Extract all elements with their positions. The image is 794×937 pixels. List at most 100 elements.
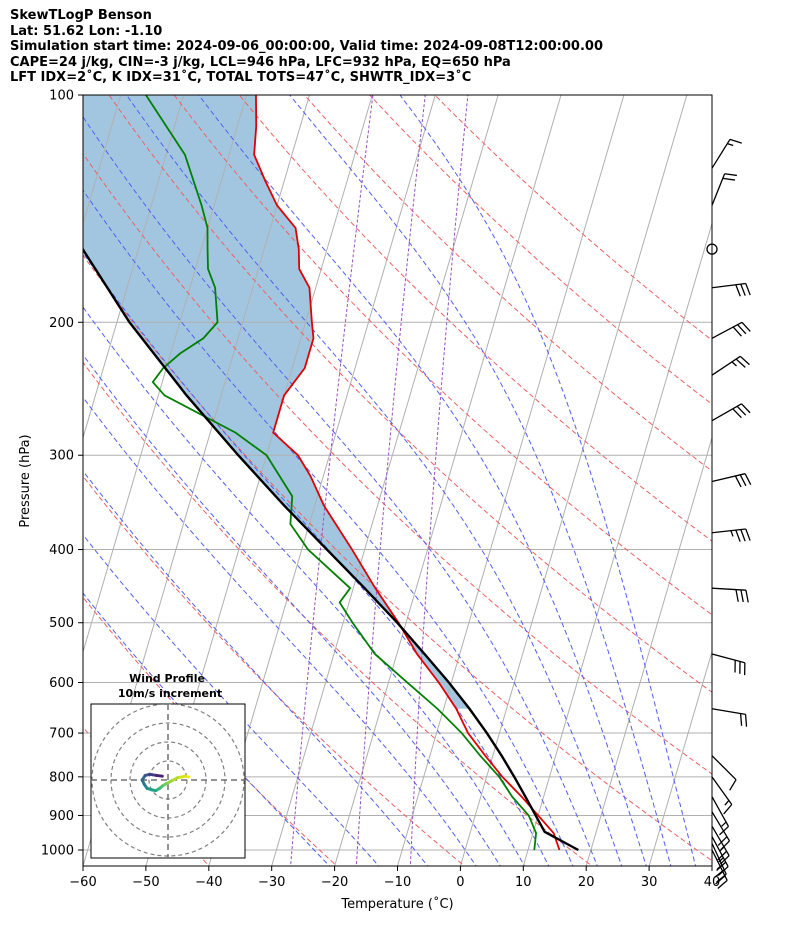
dry-adiabat-310 bbox=[83, 254, 712, 862]
wind-barb-flag bbox=[745, 283, 751, 296]
cape-line: CAPE=24 j/kg, CIN=-3 j/kg, LCL=946 hPa, … bbox=[10, 54, 511, 70]
wind-barb-shaft bbox=[711, 473, 746, 483]
wind-barb-half-flag bbox=[724, 800, 730, 806]
wind-barb-flag bbox=[745, 590, 749, 603]
wind-barb-shaft bbox=[711, 653, 746, 664]
y-tick-label: 100 bbox=[49, 89, 74, 104]
chart-header: SkewTLogP Benson Lat: 51.62 Lon: -1.10 S… bbox=[10, 8, 603, 86]
moist-adiabat bbox=[83, 470, 429, 866]
cape-shading bbox=[83, 95, 470, 709]
wind-barb-flag bbox=[729, 779, 737, 791]
wind-barb-flag bbox=[744, 714, 748, 727]
wind-barb-flag bbox=[723, 804, 733, 815]
y-tick-label: 900 bbox=[49, 809, 74, 824]
profile-series bbox=[83, 95, 579, 852]
wind-barb-flag bbox=[724, 173, 737, 177]
x-axis-label: Temperature (˚C) bbox=[340, 896, 453, 912]
wind-barb-half-flag bbox=[721, 821, 727, 827]
wind-barb-shaft bbox=[711, 587, 746, 591]
wind-barb-flag bbox=[718, 866, 729, 876]
x-tick-label: −20 bbox=[321, 875, 348, 890]
wind-barb-shaft bbox=[711, 355, 741, 376]
wind-barb-shaft bbox=[711, 708, 746, 715]
wind-barb-flag bbox=[732, 326, 742, 337]
wind-barb-flag bbox=[717, 836, 728, 846]
x-tick-label: −40 bbox=[195, 875, 222, 890]
wind-barb-flag bbox=[716, 861, 727, 871]
cape-area bbox=[83, 95, 470, 709]
wind-barb-flag bbox=[737, 324, 747, 335]
hodograph-title: Wind Profile bbox=[129, 672, 205, 685]
wind-barb-flag bbox=[740, 529, 746, 542]
index-line: LFT IDX=2˚C, K IDX=31˚C, TOTAL TOTS=47˚C… bbox=[10, 70, 472, 85]
wind-barb-flag bbox=[735, 589, 739, 602]
wind-barb-flag bbox=[716, 873, 727, 883]
y-axis-label: Pressure (hPa) bbox=[18, 434, 33, 527]
moist-adiabat bbox=[83, 252, 550, 866]
wind-barb-flag bbox=[735, 358, 746, 368]
isotherm-50 bbox=[775, 95, 794, 866]
x-tick-label: 20 bbox=[578, 875, 595, 890]
wind-barb-shaft bbox=[711, 811, 731, 842]
wind-barb-shaft bbox=[711, 321, 743, 339]
chart-title: SkewTLogP Benson bbox=[10, 8, 152, 23]
wind-barb-shaft bbox=[711, 825, 730, 856]
isotherm--70 bbox=[83, 95, 248, 654]
dry-adiabat-330 bbox=[83, 152, 712, 775]
wind-barb-flag bbox=[745, 528, 751, 541]
wind-barb-shaft bbox=[711, 755, 737, 781]
location-line: Lat: 51.62 Lon: -1.10 bbox=[10, 23, 163, 39]
wind-barb-flag bbox=[722, 177, 736, 181]
dry-adiabat-410 bbox=[303, 95, 712, 472]
wind-barb-shaft bbox=[711, 796, 730, 827]
wind-barb-flag bbox=[740, 283, 746, 296]
moist-adiabat bbox=[83, 189, 574, 866]
wind-barb-shaft bbox=[711, 528, 746, 534]
y-tick-label: 800 bbox=[49, 770, 74, 785]
isotherm-0 bbox=[459, 95, 688, 866]
hodograph-segment bbox=[155, 773, 164, 778]
wind-barb-half-flag bbox=[730, 530, 734, 537]
mixing-ratio-lines bbox=[290, 95, 469, 866]
dewpoint-line bbox=[145, 95, 537, 851]
isotherm--80 bbox=[83, 95, 185, 440]
isotherm-30 bbox=[648, 650, 712, 866]
plot-area bbox=[83, 95, 794, 866]
moist-adiabat bbox=[83, 116, 598, 866]
wind-barb-half-flag bbox=[727, 142, 734, 147]
wind-barb-flag bbox=[729, 138, 742, 144]
y-tick-label: 400 bbox=[49, 543, 74, 558]
wind-barb-flag bbox=[717, 850, 728, 861]
calm-wind-marker bbox=[706, 243, 718, 255]
dry-adiabat-350 bbox=[108, 95, 712, 693]
dry-adiabat-450 bbox=[434, 95, 712, 341]
y-tick-label: 700 bbox=[49, 727, 74, 742]
wind-barb-flag bbox=[720, 840, 730, 851]
wind-barb-flag bbox=[741, 321, 751, 332]
moist-adiabat bbox=[399, 95, 697, 866]
x-tick-label: −50 bbox=[132, 875, 159, 890]
wind-barb-flag bbox=[740, 589, 744, 603]
moist-adiabat bbox=[289, 95, 672, 866]
wind-barb-half-flag bbox=[731, 361, 737, 367]
temperature-line bbox=[253, 95, 561, 851]
hodograph-subtitle: 10m/s increment bbox=[118, 687, 222, 700]
wind-barb-flag bbox=[734, 475, 742, 488]
parcel-line bbox=[83, 247, 579, 852]
wind-barbs bbox=[706, 138, 752, 889]
dry-adiabat-290 bbox=[83, 361, 593, 866]
isotherm--20 bbox=[334, 95, 562, 866]
isotherm--40 bbox=[208, 95, 436, 866]
wind-barb-flag bbox=[735, 529, 741, 542]
x-tick-label: 30 bbox=[641, 875, 658, 890]
wind-barb-flag bbox=[744, 473, 752, 485]
x-tick-label: −30 bbox=[258, 875, 285, 890]
wind-barb-shaft bbox=[711, 173, 726, 206]
moist-adiabat bbox=[83, 534, 380, 866]
wind-barb-half-flag bbox=[718, 857, 724, 863]
wind-barb-flag bbox=[717, 879, 728, 889]
wind-barb-flag bbox=[719, 855, 730, 865]
dry-adiabat-270 bbox=[83, 475, 466, 866]
x-tick-label: 0 bbox=[456, 875, 464, 890]
y-tick-label: 1000 bbox=[41, 844, 74, 859]
